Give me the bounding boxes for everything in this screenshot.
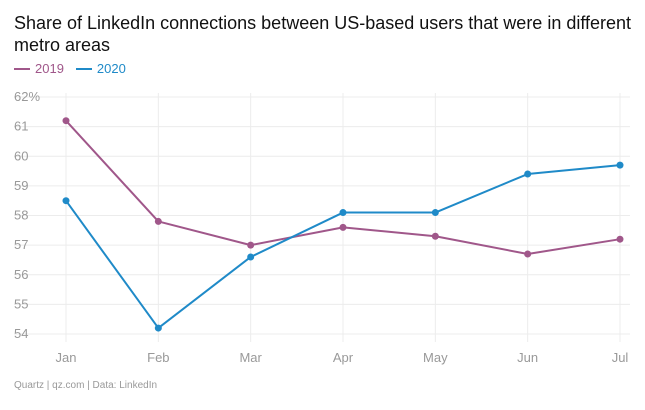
legend-item-2020: 2020 xyxy=(75,61,126,76)
x-tick-label: Jan xyxy=(56,350,77,365)
data-point-2019 xyxy=(154,217,162,225)
data-point-2019 xyxy=(339,223,347,231)
y-tick-label: 58 xyxy=(14,208,28,223)
chart-source: Quartz | qz.com | Data: LinkedIn xyxy=(14,380,158,391)
data-point-2019 xyxy=(62,117,70,125)
legend-swatch-2019 xyxy=(14,67,30,70)
y-tick-label: 61 xyxy=(14,119,28,134)
x-tick-label: Jun xyxy=(517,350,538,365)
x-tick-label: Feb xyxy=(147,350,169,365)
y-tick-label: 54 xyxy=(14,326,28,341)
y-tick-label: 57 xyxy=(14,237,28,252)
y-tick-label: 56 xyxy=(14,267,28,282)
data-point-2019 xyxy=(616,235,624,243)
data-point-2020 xyxy=(524,170,532,178)
x-tick-label: Apr xyxy=(333,350,354,365)
data-point-2020 xyxy=(154,324,162,332)
legend-label-2019: 2019 xyxy=(35,61,64,76)
legend-swatch-2020 xyxy=(75,67,92,70)
data-point-2019 xyxy=(524,250,532,258)
data-point-2020 xyxy=(62,197,70,205)
data-point-2020 xyxy=(339,209,347,217)
x-tick-label: Jul xyxy=(612,350,629,365)
y-tick-label: 60 xyxy=(14,148,28,163)
data-point-2019 xyxy=(431,232,439,240)
data-point-2019 xyxy=(247,241,255,249)
data-point-2020 xyxy=(431,209,439,217)
legend-label-2020: 2020 xyxy=(96,61,126,76)
y-tick-label: 59 xyxy=(14,178,28,193)
legend-item-2019: 2019 xyxy=(14,61,64,76)
data-point-2020 xyxy=(616,161,624,169)
y-tick-label: 62% xyxy=(14,89,40,104)
chart-legend: 2019 2020 xyxy=(14,61,126,76)
chart-title: Share of LinkedIn connections between US… xyxy=(14,13,632,55)
data-point-2020 xyxy=(247,253,255,261)
y-tick-label: 55 xyxy=(14,296,28,311)
x-tick-label: Mar xyxy=(239,350,262,365)
x-tick-label: May xyxy=(423,350,448,365)
